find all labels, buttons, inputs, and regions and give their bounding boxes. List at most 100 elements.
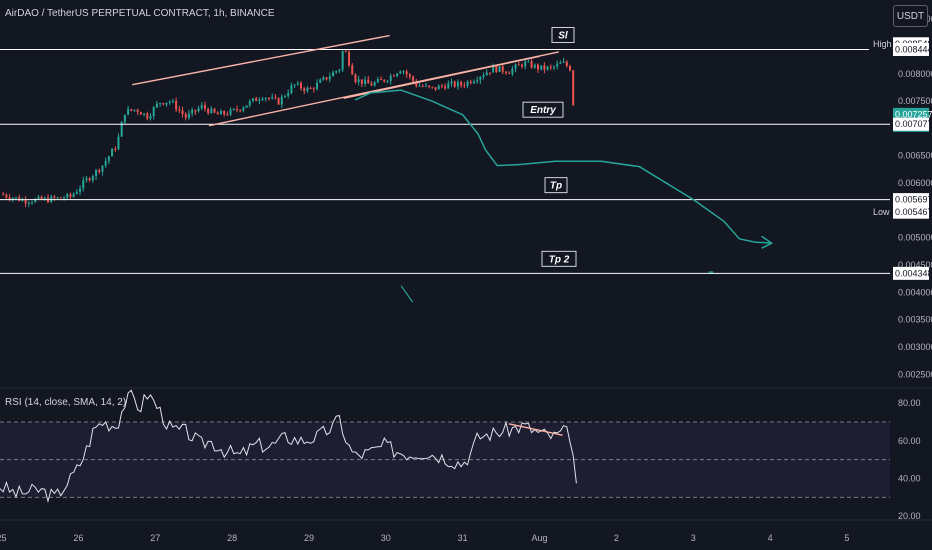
- price-axis[interactable]: 0.0090000.0080000.0075000.0065000.006000…: [898, 14, 932, 379]
- candle-body: [530, 61, 533, 68]
- candle-body: [63, 198, 66, 200]
- chart-title: AirDAO / TetherUS PERPETUAL CONTRACT, 1h…: [5, 8, 275, 19]
- candle-body: [104, 160, 107, 166]
- time-tick-label: 5: [844, 533, 849, 543]
- rsi-line: [0, 389, 577, 504]
- candle-body: [53, 196, 56, 198]
- candle-body: [303, 88, 306, 91]
- level-label-sl: Sl: [558, 31, 568, 42]
- price-tag: [893, 266, 929, 280]
- price-tick-label: 0.003500: [898, 315, 932, 325]
- candle-body: [152, 107, 155, 116]
- candle-body: [85, 178, 88, 181]
- candle-body: [562, 61, 565, 63]
- price-tag: [893, 117, 929, 131]
- candle-body: [402, 71, 405, 73]
- candle-body: [482, 75, 485, 77]
- candle-body: [306, 88, 309, 91]
- rsi-axis[interactable]: 80.00 60.00 40.00 20.00: [898, 398, 921, 521]
- projection-curve: [354, 89, 772, 244]
- price-tag-value: 0.005697: [895, 195, 932, 205]
- levels: Sl Entry Tp Tp 2: [0, 27, 890, 274]
- candle-body: [476, 80, 479, 82]
- price-tags: 0.008549High0.0084440.00725732:380.00707…: [869, 37, 932, 280]
- candle-body: [155, 103, 158, 108]
- candle-body: [34, 198, 37, 203]
- candle-body: [546, 66, 549, 70]
- price-tick-label: 0.003000: [898, 342, 932, 352]
- candle-body: [194, 109, 197, 112]
- candle-body: [549, 66, 552, 68]
- price-tag: [893, 205, 929, 219]
- candle-body: [191, 109, 194, 114]
- time-axis[interactable]: 25 26 27 28 29 30 31 Aug 2 3 4 5: [0, 519, 932, 543]
- candle-body: [412, 76, 415, 82]
- candle-body: [540, 65, 543, 70]
- candle-body: [514, 64, 517, 69]
- candle-body: [524, 61, 527, 67]
- candle-body: [277, 98, 280, 105]
- time-tick-label: 26: [73, 533, 83, 543]
- currency-button[interactable]: USDT: [893, 5, 928, 27]
- candle-body: [322, 77, 325, 80]
- candle-body: [399, 71, 402, 74]
- channel-lines: [132, 34, 559, 127]
- candle-body: [21, 199, 24, 201]
- candle-body: [367, 79, 370, 84]
- candle-body: [386, 80, 389, 82]
- channel-line: [132, 34, 390, 86]
- price-tick-label: 0.008000: [898, 69, 932, 79]
- candle-body: [344, 51, 347, 53]
- candle-body: [197, 108, 200, 112]
- candle-body: [296, 83, 299, 85]
- candle-body: [360, 79, 363, 84]
- candle-body: [290, 85, 293, 94]
- candle-body: [11, 198, 14, 200]
- candle-body: [389, 75, 392, 81]
- candle-body: [181, 110, 184, 115]
- time-tick-label: 2: [614, 533, 619, 543]
- projection-tick: [400, 285, 414, 303]
- candle-body: [175, 100, 178, 110]
- candle-body: [162, 103, 165, 105]
- time-tick-label: 28: [227, 533, 237, 543]
- candle-body: [280, 96, 283, 105]
- candle-body: [258, 99, 261, 102]
- candle-body: [444, 86, 447, 89]
- candle-body: [543, 65, 546, 70]
- level-label-entry: Entry: [530, 105, 556, 116]
- candle-body: [184, 114, 187, 118]
- level-label-box: [544, 177, 568, 194]
- price-tick-label: 0.005000: [898, 233, 932, 243]
- candle-body: [565, 61, 568, 67]
- candle-body: [59, 197, 62, 199]
- time-tick-label: 31: [458, 533, 468, 543]
- candle-body: [495, 66, 498, 72]
- candle-body: [431, 86, 434, 88]
- candle-body: [18, 197, 21, 201]
- candle-body: [383, 79, 386, 82]
- candle-body: [440, 85, 443, 87]
- candle-body: [111, 148, 114, 157]
- candle-body: [123, 114, 126, 122]
- candle-body: [213, 108, 216, 113]
- candle-body: [472, 81, 475, 84]
- candle-body: [168, 101, 171, 103]
- rsi-series: [0, 389, 577, 504]
- price-tag: [893, 43, 929, 57]
- candle-body: [293, 84, 296, 86]
- candle-body: [309, 88, 312, 90]
- candle-body: [255, 98, 258, 102]
- candle-body: [117, 136, 120, 150]
- candle-body: [136, 109, 139, 113]
- candle-body: [338, 69, 341, 72]
- candle-body: [569, 66, 572, 71]
- level-label-box: [522, 101, 564, 118]
- time-tick-label: Aug: [532, 533, 548, 543]
- candle-body: [229, 109, 232, 115]
- price-tag-label: Low: [873, 207, 890, 217]
- candle-body: [267, 97, 270, 99]
- level-label-tp: Tp: [550, 181, 562, 192]
- price-tag: [893, 193, 929, 207]
